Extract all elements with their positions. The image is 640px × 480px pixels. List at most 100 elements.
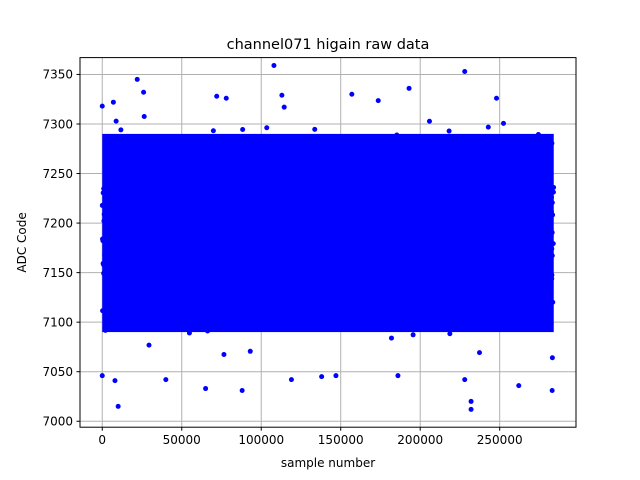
data-point bbox=[511, 159, 517, 165]
data-point bbox=[480, 189, 486, 195]
data-point bbox=[153, 274, 159, 280]
data-point bbox=[190, 183, 196, 189]
data-point bbox=[198, 269, 204, 275]
data-point bbox=[135, 171, 141, 177]
data-point bbox=[548, 221, 554, 227]
data-point bbox=[347, 187, 353, 193]
data-point bbox=[350, 267, 356, 273]
data-point bbox=[406, 264, 412, 270]
data-point bbox=[101, 262, 107, 268]
data-point bbox=[438, 248, 444, 254]
data-point bbox=[430, 184, 436, 190]
data-point bbox=[162, 298, 168, 304]
data-point bbox=[520, 325, 526, 331]
data-point bbox=[109, 280, 115, 286]
data-point bbox=[327, 171, 333, 177]
data-point bbox=[475, 241, 481, 247]
data-point bbox=[412, 142, 418, 148]
data-point bbox=[461, 237, 467, 243]
data-point bbox=[243, 237, 249, 243]
data-point bbox=[255, 274, 261, 280]
data-point bbox=[251, 249, 257, 255]
data-point bbox=[220, 316, 226, 322]
data-point bbox=[505, 282, 511, 288]
data-point bbox=[529, 206, 535, 212]
data-point bbox=[262, 257, 268, 263]
data-point bbox=[454, 295, 460, 301]
data-point bbox=[155, 289, 161, 295]
data-point bbox=[290, 302, 296, 308]
data-point bbox=[281, 192, 287, 198]
data-point bbox=[521, 242, 527, 248]
data-point bbox=[421, 301, 427, 307]
data-point bbox=[231, 175, 237, 181]
data-point bbox=[234, 216, 240, 222]
data-point bbox=[394, 132, 400, 138]
data-point bbox=[502, 233, 508, 239]
data-point bbox=[186, 256, 192, 262]
data-point bbox=[241, 308, 247, 314]
data-point bbox=[279, 303, 285, 309]
data-point bbox=[370, 256, 376, 262]
y-axis: 7000 7050 7100 7150 7200 7250 7300 7350 bbox=[42, 68, 80, 429]
data-point bbox=[108, 159, 114, 165]
data-point bbox=[380, 203, 386, 209]
data-point bbox=[207, 212, 213, 218]
data-point bbox=[144, 169, 150, 175]
data-point bbox=[363, 243, 369, 249]
data-point bbox=[473, 165, 479, 171]
data-point bbox=[113, 257, 119, 263]
data-point bbox=[364, 263, 370, 269]
data-point bbox=[498, 175, 504, 181]
data-point bbox=[537, 263, 543, 269]
data-point bbox=[375, 242, 381, 248]
data-point bbox=[181, 292, 187, 298]
data-point bbox=[456, 183, 462, 189]
data-point bbox=[342, 239, 348, 245]
data-point bbox=[420, 230, 426, 236]
data-point bbox=[312, 126, 318, 132]
data-point bbox=[227, 272, 233, 278]
data-point bbox=[144, 289, 150, 295]
data-point bbox=[184, 164, 190, 170]
data-point bbox=[545, 257, 551, 263]
data-point bbox=[110, 192, 116, 198]
data-point bbox=[244, 228, 250, 234]
data-point bbox=[172, 229, 178, 235]
data-point bbox=[146, 296, 152, 302]
data-point bbox=[254, 256, 260, 262]
data-point bbox=[416, 287, 422, 293]
data-point bbox=[236, 167, 242, 173]
data-point bbox=[332, 239, 338, 245]
data-point bbox=[195, 219, 201, 225]
data-point bbox=[114, 206, 120, 212]
data-point bbox=[505, 221, 511, 227]
data-point bbox=[524, 206, 530, 212]
data-point bbox=[255, 269, 261, 275]
data-point bbox=[107, 207, 113, 213]
data-point bbox=[104, 218, 110, 224]
outlier-point bbox=[134, 76, 140, 82]
data-point bbox=[465, 207, 471, 213]
data-point bbox=[454, 194, 460, 200]
y-tick-label: 7000 bbox=[42, 415, 73, 429]
data-point bbox=[388, 335, 394, 341]
data-point bbox=[303, 193, 309, 199]
data-point bbox=[428, 250, 434, 256]
data-point bbox=[367, 236, 373, 242]
data-point bbox=[257, 239, 263, 245]
data-point bbox=[187, 182, 193, 188]
data-point bbox=[520, 140, 526, 146]
data-point bbox=[278, 258, 284, 264]
data-point bbox=[298, 250, 304, 256]
data-point bbox=[127, 191, 133, 197]
data-point bbox=[160, 179, 166, 185]
data-point bbox=[375, 254, 381, 260]
data-point bbox=[122, 158, 128, 164]
data-point bbox=[423, 236, 429, 242]
data-point bbox=[414, 230, 420, 236]
data-point bbox=[442, 249, 448, 255]
data-point bbox=[257, 216, 263, 222]
data-point bbox=[465, 230, 471, 236]
data-point bbox=[333, 260, 339, 266]
